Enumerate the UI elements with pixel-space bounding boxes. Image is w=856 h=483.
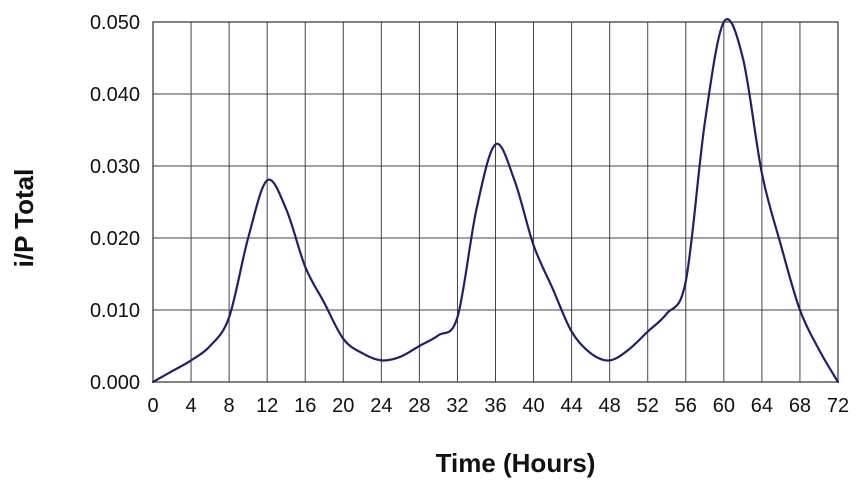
x-tick-label: 24 — [370, 395, 392, 417]
x-tick-label: 64 — [751, 395, 773, 417]
grid-lines — [152, 21, 839, 383]
plot-frame — [152, 21, 839, 383]
y-axis-tick-labels: 0.000 0.010 0.020 0.030 0.040 0.050 — [90, 12, 140, 394]
x-axis-tick-labels: 0 4 8 12 16 20 24 28 32 36 40 44 48 52 56 60 64 68 72 — [147, 395, 849, 417]
y-tick-label: 0.010 — [90, 300, 140, 322]
x-tick-label: 12 — [256, 395, 278, 417]
x-tick-label: 60 — [713, 395, 735, 417]
x-tick-label: 68 — [789, 395, 811, 417]
x-tick-label: 44 — [560, 395, 582, 417]
y-axis-title: i/P Total — [9, 169, 39, 268]
x-tick-label: 32 — [446, 395, 468, 417]
y-tick-label: 0.040 — [90, 84, 140, 106]
y-tick-label: 0.050 — [90, 12, 140, 34]
x-tick-label: 16 — [294, 395, 316, 417]
x-tick-label: 4 — [185, 395, 196, 417]
x-axis-title: Time (Hours) — [436, 448, 596, 478]
x-tick-label: 40 — [522, 395, 544, 417]
x-tick-label: 8 — [224, 395, 235, 417]
x-tick-label: 36 — [484, 395, 506, 417]
x-tick-label: 72 — [827, 395, 849, 417]
x-tick-label: 20 — [332, 395, 354, 417]
x-tick-label: 28 — [408, 395, 430, 417]
y-tick-label: 0.030 — [90, 156, 140, 178]
series-layer — [151, 18, 840, 384]
x-tick-label: 48 — [599, 395, 621, 417]
x-tick-label: 52 — [637, 395, 659, 417]
x-tick-label: 56 — [675, 395, 697, 417]
x-tick-label: 0 — [147, 395, 158, 417]
series-line — [151, 18, 840, 384]
y-tick-label: 0.000 — [90, 372, 140, 394]
y-tick-label: 0.020 — [90, 228, 140, 250]
